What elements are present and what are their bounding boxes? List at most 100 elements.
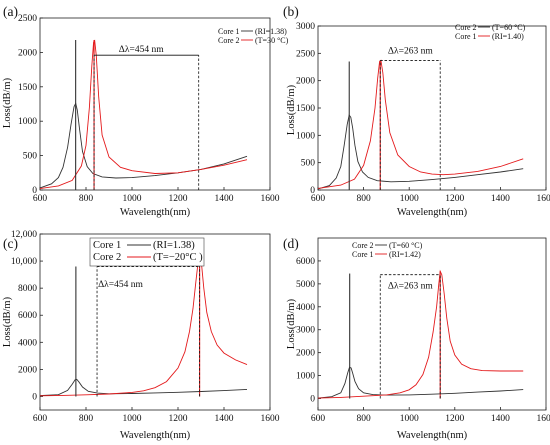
y-tick-label: 2000 [296,349,315,359]
x-tick-label: 600 [33,194,48,204]
legend-name: Core 1 [218,27,240,36]
x-tick-label: 1000 [123,414,142,424]
series-line-core-2 [39,39,248,190]
delta-lambda-annotation: Δλ=454 nm [98,280,143,290]
series-line-core-1 [317,269,524,399]
panel-c: 600 800 1000 1200 1400 1600 0 2000 4000 6000 8000 1… [2,230,280,441]
y-tick-label: 1000 [18,117,37,127]
y-tick-label: 0 [32,186,37,196]
series-line-core-1 [39,101,248,189]
y-tick-label: 6000 [18,311,37,321]
panel-label: (d) [283,236,299,251]
y-tick-label: 1500 [296,104,315,114]
legend-box [89,237,205,267]
x-tick-label: 1000 [400,194,419,204]
y-tick-label: 2500 [18,14,37,24]
plot-frame [39,233,271,411]
x-tick-label: 1400 [491,194,510,204]
y-tick-label: 0 [310,395,315,405]
legend-condition: (RI=1.42) [389,250,421,259]
y-tick-label: 2000 [296,77,315,87]
x-tick-label: 1400 [215,414,234,424]
panel-label: (b) [283,4,299,19]
plot-frame [317,237,547,411]
y-axis-label: Loss(dB/m) [286,84,297,135]
y-tick-label: 0 [310,186,315,196]
y-tick-label: 3000 [296,22,315,32]
x-tick-label: 1600 [537,194,550,204]
y-tick-label: 1000 [296,131,315,141]
legend: Core 1 (RI=1.38) Core 2 (T=30 °C) [218,27,289,45]
y-tick-label: 10,000 [11,257,37,267]
series-line-core-1 [39,378,248,397]
legend-name: Core 1 [93,240,121,251]
legend-condition: (T=30 °C) [255,36,289,45]
x-axis-label: Wavelength(nm) [397,430,468,441]
panel-b: 600 800 1000 1200 1400 1600 0 500 1000 1500 2000 25… [283,4,550,218]
x-tick-label: 600 [311,194,326,204]
y-tick-label: 6000 [296,257,315,267]
y-tick-label: 500 [23,152,38,162]
legend-name: Core 2 [455,23,477,32]
legend-name: Core 1 [455,32,477,41]
legend-name: Core 2 [218,36,240,45]
delta-lambda-annotation: Δλ=263 nm [388,46,433,56]
legend-condition: (T=60 °C) [389,241,423,250]
y-tick-label: 4000 [18,338,37,348]
y-tick-label: 8000 [18,284,37,294]
x-tick-label: 1000 [400,414,419,424]
y-tick-label: 1500 [18,83,37,93]
legend-condition: (RI=1.38) [255,27,287,36]
legend: Core 2 (T=60 °C) Core 1 (RI=1.42) [352,241,423,259]
y-axis-label: Loss(dB/m) [286,298,297,349]
x-tick-label: 1400 [491,414,510,424]
y-tick-label: 5000 [296,280,315,290]
y-axis-label: Loss(dB/m) [2,77,13,128]
panel-label: (c) [3,236,18,251]
legend-condition: (RI=1.38) [153,240,195,251]
y-tick-label: 2000 [18,48,37,58]
y-axis-label: Loss(dB/m) [2,296,13,347]
x-tick-label: 1200 [445,414,464,424]
legend: Core 2 (T=60 °C) Core 1 (RI=1.40) [455,23,526,41]
x-tick-label: 800 [356,414,371,424]
x-axis-label: Wavelength(nm) [120,430,191,441]
y-tick-label: 12,000 [11,230,37,240]
x-tick-label: 1600 [537,414,550,424]
x-tick-label: 1600 [261,414,280,424]
x-tick-label: 1200 [169,414,188,424]
legend: Core 1 (RI=1.38) Core 2 (T=−20°C ) [89,237,205,267]
legend-name: Core 2 [352,241,374,250]
x-tick-label: 1000 [123,194,142,204]
x-tick-label: 1600 [261,194,280,204]
x-tick-label: 800 [79,414,94,424]
x-tick-label: 1200 [169,194,188,204]
panel-a: 600 800 1000 1200 1400 1600 0 500 1000 1500 2000 25… [2,4,289,218]
legend-name: Core 2 [93,252,121,263]
x-tick-label: 800 [356,194,371,204]
legend-condition: (RI=1.40) [492,32,524,41]
x-tick-label: 1200 [445,194,464,204]
series-line-core-1 [317,59,524,189]
plot-frame [39,17,271,191]
y-tick-label: 1000 [296,372,315,382]
delta-lambda-annotation: Δλ=263 nm [388,281,433,291]
y-tick-label: 3000 [296,326,315,336]
series-line-core-2 [317,366,524,399]
x-tick-label: 800 [79,194,94,204]
panel-label: (a) [3,4,18,19]
legend-name: Core 1 [352,250,374,259]
y-tick-label: 500 [301,159,316,169]
y-tick-label: 0 [32,392,37,402]
delta-lambda-annotation: Δλ=454 nm [119,45,164,55]
x-axis-label: Wavelength(nm) [120,207,191,218]
legend-condition: (T=60 °C) [492,23,526,32]
series-line-core-2 [39,254,248,397]
legend-condition: (T=−20°C ) [153,252,203,263]
x-tick-label: 1400 [215,194,234,204]
x-tick-label: 600 [33,414,48,424]
panel-d: 600 800 1000 1200 1400 1600 0 1000 2000 3000 4000 5… [283,236,550,441]
x-axis-label: Wavelength(nm) [397,207,468,218]
y-tick-label: 2500 [296,49,315,59]
